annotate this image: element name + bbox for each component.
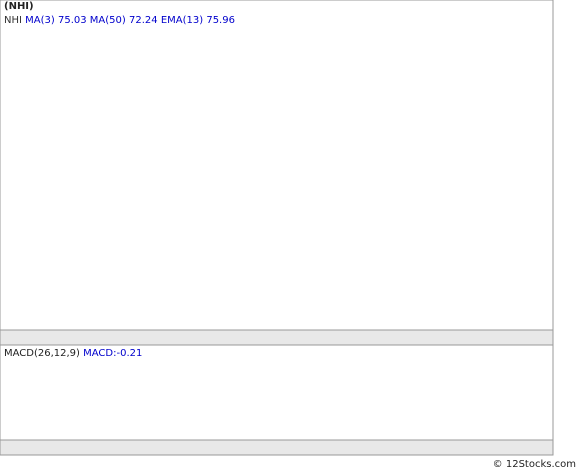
footer: © 12Stocks.com [493,459,576,470]
chart-title: (NHI) [4,1,34,12]
legend-ma50: MA(50) [90,15,126,26]
macd-title: MACD(26,12,9) MACD:-0.21 [4,348,142,359]
x-axis-band [0,329,554,346]
x-axis-band [0,439,554,456]
legend-ma50-value: 72.24 [129,15,158,26]
macd-value: MACD:-0.21 [83,348,142,359]
macd-params: MACD(26,12,9) [4,348,80,359]
legend: NHI MA(3) 75.03 MA(50) 72.24 EMA(13) 75.… [4,15,235,26]
price-panel [0,0,554,331]
legend-ema13: EMA(13) [161,15,203,26]
macd-panel [0,344,554,441]
legend-symbol: NHI [4,15,22,26]
legend-ma3: MA(3) [25,15,55,26]
legend-ma3-value: 75.03 [58,15,87,26]
legend-ema13-value: 75.96 [206,15,235,26]
